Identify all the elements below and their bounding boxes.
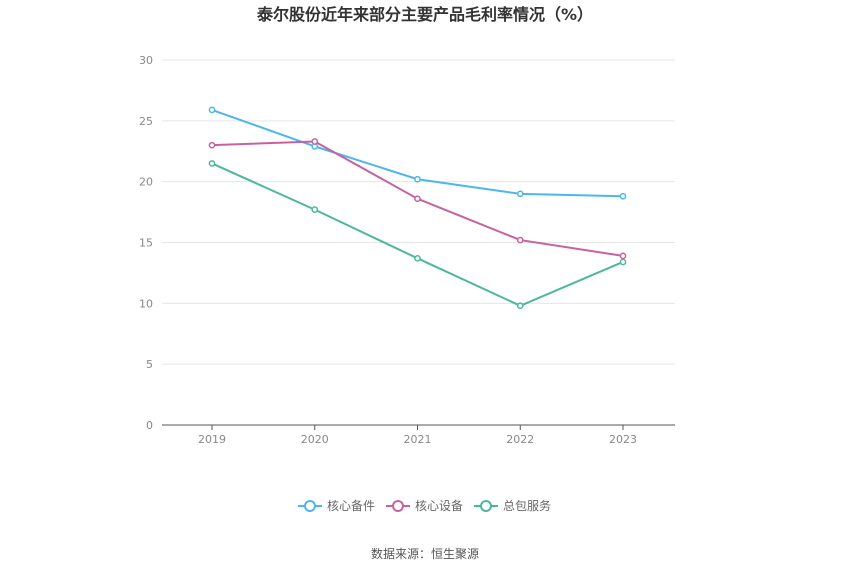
data-point[interactable] bbox=[311, 138, 319, 145]
legend-marker-icon bbox=[304, 500, 316, 512]
x-tick-label: 2019 bbox=[198, 433, 226, 446]
y-tick-label: 10 bbox=[139, 297, 153, 310]
data-point[interactable] bbox=[414, 175, 421, 183]
data-point[interactable] bbox=[208, 106, 216, 114]
legend-item[interactable]: 总包服务 bbox=[474, 498, 551, 513]
chart-title: 泰尔股份近年来部分主要产品毛利率情况（%） bbox=[256, 5, 593, 24]
y-tick-label: 20 bbox=[139, 176, 153, 189]
data-point[interactable] bbox=[619, 252, 627, 260]
x-axis-ticks: 2019 2020 2021 2022 2023 bbox=[198, 425, 637, 446]
legend-label: 核心设备 bbox=[415, 499, 463, 513]
data-point[interactable] bbox=[516, 190, 524, 198]
data-point[interactable] bbox=[208, 160, 216, 167]
y-tick-label: 25 bbox=[139, 115, 153, 128]
data-point[interactable] bbox=[619, 258, 627, 266]
grid-lines bbox=[162, 59, 675, 365]
x-tick-label: 2023 bbox=[609, 433, 637, 446]
x-tick-label: 2022 bbox=[506, 433, 534, 446]
series-line bbox=[211, 162, 624, 307]
data-point[interactable] bbox=[311, 206, 319, 213]
data-point[interactable] bbox=[414, 254, 421, 262]
series-lines bbox=[208, 106, 627, 310]
series-1 bbox=[208, 106, 627, 200]
data-point[interactable] bbox=[414, 195, 421, 203]
data-point[interactable] bbox=[516, 236, 524, 244]
y-tick-label: 30 bbox=[139, 54, 153, 67]
legend-marker-icon bbox=[392, 500, 404, 512]
legend[interactable]: 核心备件 核心设备 总包服务 bbox=[298, 498, 551, 513]
y-tick-label: 15 bbox=[139, 237, 153, 250]
legend-marker-icon bbox=[480, 500, 492, 512]
legend-label: 总包服务 bbox=[503, 498, 551, 513]
legend-label: 核心备件 bbox=[327, 499, 375, 513]
data-point[interactable] bbox=[208, 141, 216, 149]
source-note: 数据来源：恒生聚源 bbox=[371, 546, 479, 561]
x-tick-label: 2020 bbox=[301, 433, 329, 446]
x-tick-label: 2021 bbox=[404, 433, 432, 446]
series-2 bbox=[208, 138, 627, 260]
data-point[interactable] bbox=[516, 302, 524, 310]
legend-item[interactable]: 核心设备 bbox=[386, 499, 463, 513]
y-axis-ticks: 0 5 10 15 20 25 30 bbox=[139, 54, 153, 432]
y-tick-label: 5 bbox=[146, 358, 153, 371]
y-tick-label: 0 bbox=[146, 419, 153, 432]
series-line bbox=[211, 108, 624, 198]
series-3 bbox=[208, 160, 627, 310]
legend-item[interactable]: 核心备件 bbox=[298, 499, 375, 513]
data-point[interactable] bbox=[619, 192, 627, 200]
